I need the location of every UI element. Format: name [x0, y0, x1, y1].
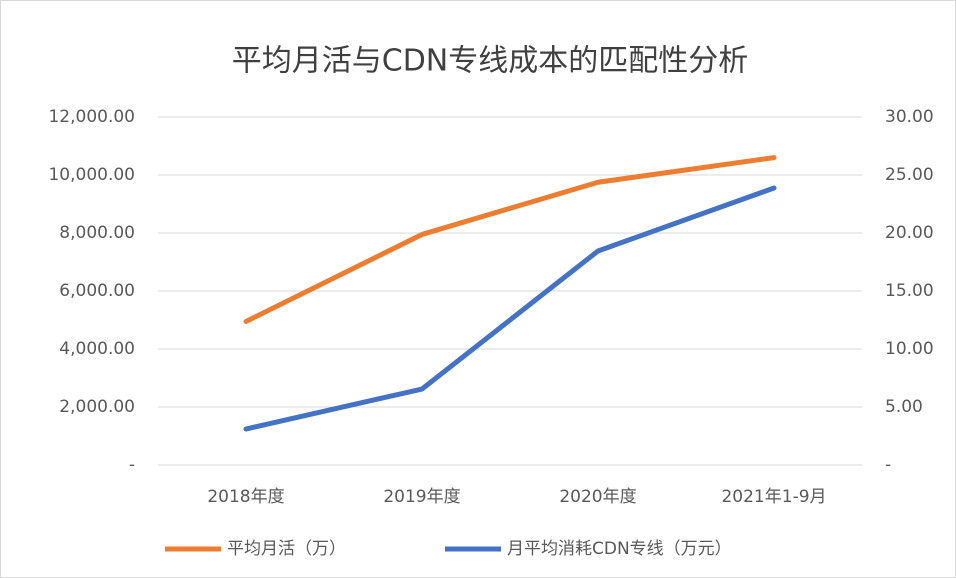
- legend-label: 月平均消耗CDN专线（万元）: [507, 539, 732, 559]
- y2-tick-label: 10.00: [885, 339, 934, 359]
- legend-label: 平均月活（万）: [227, 539, 346, 559]
- y2-tick-label: 5.00: [885, 397, 923, 417]
- series-line: [243, 155, 777, 324]
- y-tick-label: -: [129, 455, 135, 475]
- x-tick-label: 2020年度: [559, 487, 636, 507]
- y-tick-label: 4,000.00: [59, 339, 135, 359]
- y-tick-label: 8,000.00: [59, 223, 135, 243]
- y-tick-label: 2,000.00: [59, 397, 135, 417]
- y2-tick-label: 25.00: [885, 165, 934, 185]
- series-line: [243, 185, 777, 432]
- x-tick-label: 2018年度: [207, 487, 284, 507]
- y-tick-label: 10,000.00: [48, 165, 135, 185]
- x-tick-label: 2019年度: [383, 487, 460, 507]
- y2-tick-label: 20.00: [885, 223, 934, 243]
- y2-tick-label: 15.00: [885, 281, 934, 301]
- x-tick-label: 2021年1-9月: [721, 487, 826, 507]
- chart-title: 平均月活与CDN专线成本的匹配性分析: [232, 44, 749, 79]
- y2-tick-label: -: [885, 455, 891, 475]
- y2-tick-label: 30.00: [885, 107, 934, 127]
- y-tick-label: 12,000.00: [48, 107, 135, 127]
- y-tick-label: 6,000.00: [59, 281, 135, 301]
